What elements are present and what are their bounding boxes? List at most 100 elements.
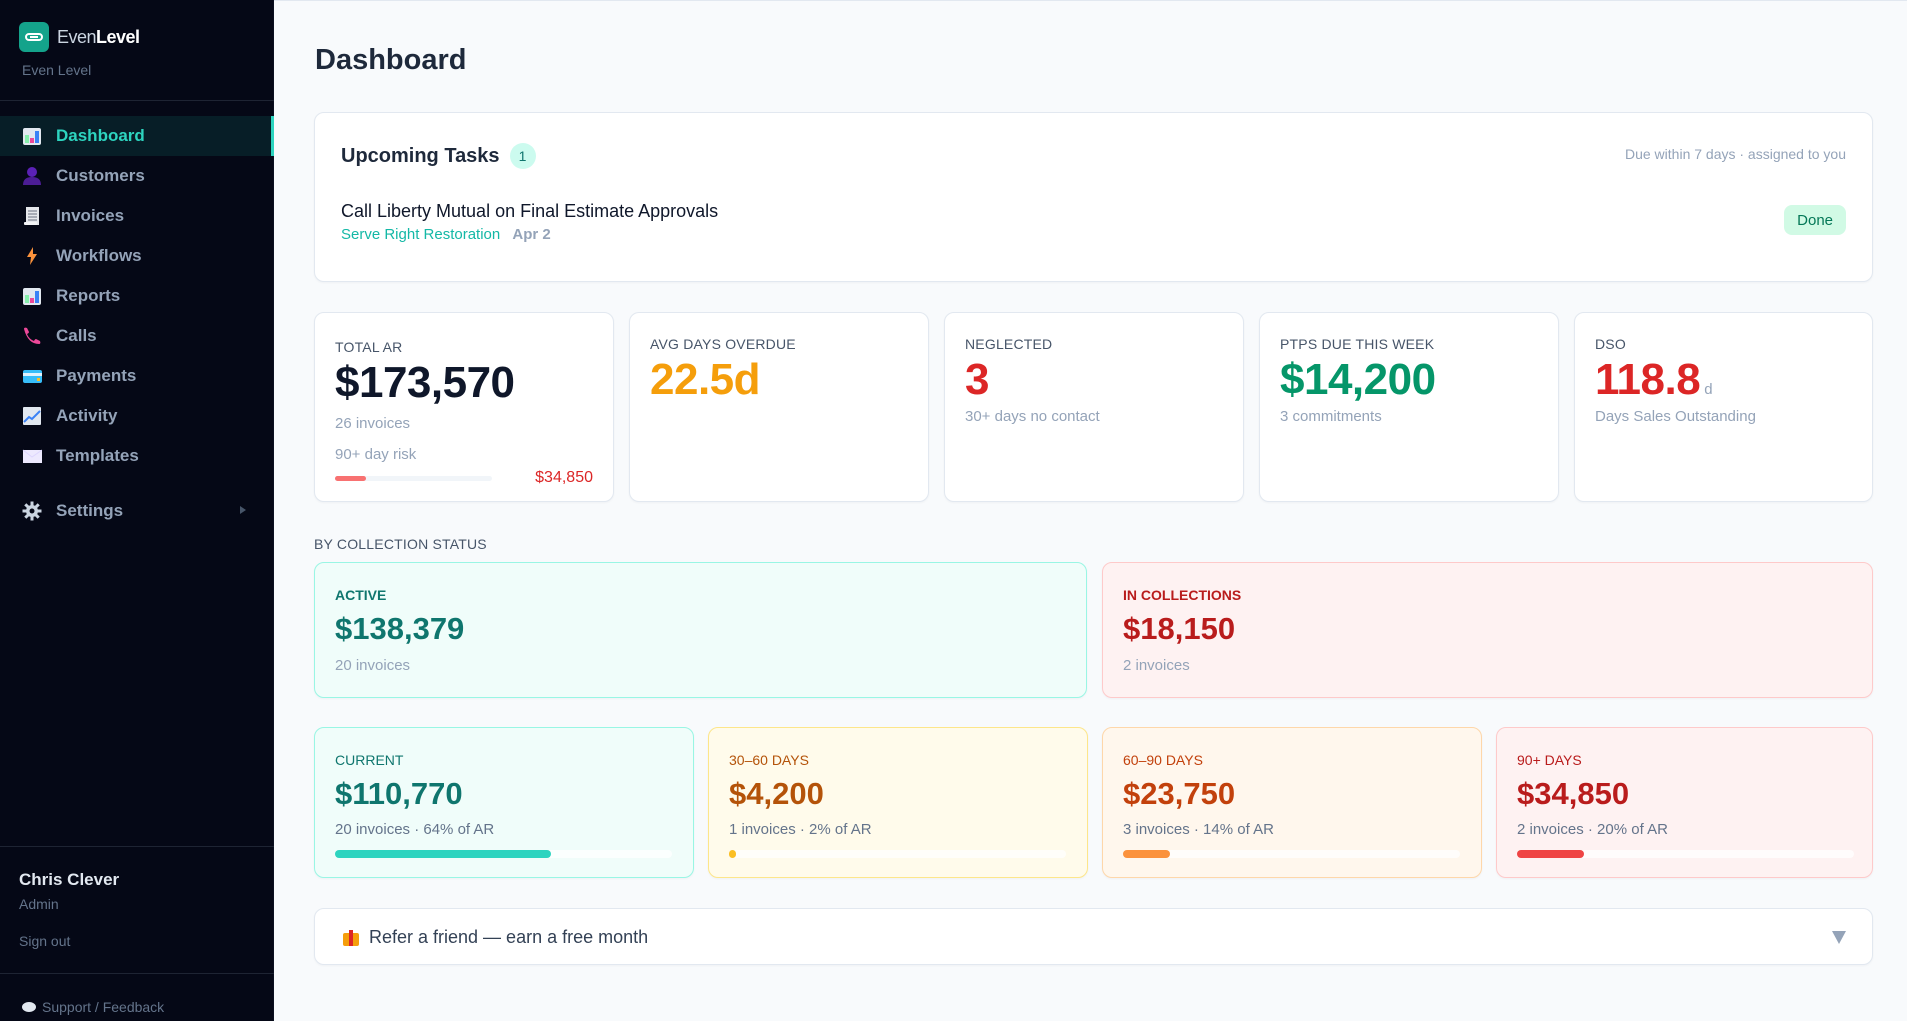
chevron-down-icon[interactable] <box>1832 931 1846 944</box>
lightning-icon <box>22 246 42 266</box>
gift-icon <box>343 929 359 946</box>
support-label: Support / Feedback <box>42 999 165 1015</box>
bar-chart-icon <box>22 286 42 306</box>
user-icon <box>22 166 42 186</box>
brand[interactable]: EvenLevel <box>19 22 140 52</box>
task-date: Apr 2 <box>512 226 551 243</box>
kpi-label: DSO <box>1595 336 1626 352</box>
nav-label: Dashboard <box>56 126 145 145</box>
trend-chart-icon <box>22 406 42 426</box>
aging-label: CURRENT <box>335 752 404 768</box>
status-label: IN COLLECTIONS <box>1123 587 1242 603</box>
nav-label: Reports <box>56 286 121 305</box>
refer-label: Refer a friend — earn a free month <box>369 927 649 947</box>
upcoming-tasks-card: Upcoming Tasks 1 Due within 7 days · ass… <box>314 112 1873 282</box>
dso-number: 118.8 <box>1595 355 1701 404</box>
user-name: Chris Clever <box>19 870 120 889</box>
kpi-value: 22.5d <box>650 355 761 404</box>
status-active-card[interactable]: ACTIVE $138,379 20 invoices <box>314 562 1087 698</box>
aging-label: 30–60 DAYS <box>729 752 809 768</box>
sidebar-item-activity[interactable]: Activity <box>0 396 274 436</box>
sidebar-item-calls[interactable]: Calls <box>0 316 274 356</box>
kpi-value: $14,200 <box>1280 355 1436 404</box>
user-info: Chris Clever Admin <box>19 870 119 912</box>
sidebar-item-workflows[interactable]: Workflows <box>0 236 274 276</box>
status-sub: 20 invoices <box>335 657 411 674</box>
refer-friend-banner[interactable]: Refer a friend — earn a free month <box>314 908 1873 965</box>
logo-icon <box>19 22 49 52</box>
kpi-value: $173,570 <box>335 358 515 407</box>
done-button[interactable]: Done <box>1784 205 1846 235</box>
kpi-label: TOTAL AR <box>335 339 403 355</box>
kpi-dso: DSO 118.8 d Days Sales Outstanding <box>1574 312 1873 502</box>
aging-label: 90+ DAYS <box>1517 752 1582 768</box>
kpi-label: PTPS DUE THIS WEEK <box>1280 336 1435 352</box>
chevron-right-icon <box>240 506 246 514</box>
aging-sub: 20 invoices · 64% of AR <box>335 821 495 838</box>
aging-label: 60–90 DAYS <box>1123 752 1203 768</box>
refer-text: Refer a friend — earn a free month <box>343 927 648 948</box>
task-subline: Serve Right Restoration Apr 2 <box>341 226 551 243</box>
kpi-total-ar: TOTAL AR $173,570 26 invoices 90+ day ri… <box>314 312 614 502</box>
org-name: Even Level <box>22 62 92 78</box>
credit-card-icon <box>22 366 42 386</box>
kpi-neglected: NEGLECTED 3 30+ days no contact <box>944 312 1244 502</box>
aging-sub: 2 invoices · 20% of AR <box>1517 821 1668 838</box>
user-role: Admin <box>19 896 59 912</box>
aging-progress-bar <box>335 850 672 858</box>
sign-out-link[interactable]: Sign out <box>19 933 71 949</box>
section-label: BY COLLECTION STATUS <box>314 536 487 552</box>
kpi-label: NEGLECTED <box>965 336 1053 352</box>
task-title[interactable]: Call Liberty Mutual on Final Estimate Ap… <box>341 201 719 221</box>
aging-value: $23,750 <box>1123 776 1236 811</box>
sidebar-item-payments[interactable]: Payments <box>0 356 274 396</box>
kpi-sub: 30+ days no contact <box>965 408 1100 425</box>
status-sub: 2 invoices <box>1123 657 1190 674</box>
aging-progress-fill <box>335 850 551 858</box>
aging-90-plus-card[interactable]: 90+ DAYS $34,850 2 invoices · 20% of AR <box>1496 727 1873 878</box>
aging-progress-bar <box>1123 850 1460 858</box>
kpi-value: 3 <box>965 355 989 404</box>
kpi-ptps-due: PTPS DUE THIS WEEK $14,200 3 commitments <box>1259 312 1559 502</box>
sidebar-item-settings[interactable]: Settings <box>0 491 274 531</box>
aging-sub: 1 invoices · 2% of AR <box>729 821 872 838</box>
risk-progress-fill <box>335 476 367 481</box>
risk-progress-bar <box>335 476 492 481</box>
phone-icon <box>22 326 42 346</box>
kpi-sub: 3 commitments <box>1280 408 1382 425</box>
receipt-icon <box>22 206 42 226</box>
aging-30-60-card[interactable]: 30–60 DAYS $4,200 1 invoices · 2% of AR <box>708 727 1088 878</box>
dso-suffix: d <box>1704 381 1713 398</box>
aging-progress-fill <box>1517 850 1585 858</box>
aging-progress-fill <box>1123 850 1171 858</box>
aging-current-card[interactable]: CURRENT $110,770 20 invoices · 64% of AR <box>314 727 694 878</box>
nav-label: Invoices <box>56 206 125 225</box>
nav-label: Templates <box>56 446 139 465</box>
envelope-icon <box>22 446 42 466</box>
tasks-heading: Upcoming Tasks <box>341 144 500 167</box>
aging-60-90-card[interactable]: 60–90 DAYS $23,750 3 invoices · 14% of A… <box>1102 727 1482 878</box>
kpi-avg-days-overdue: AVG DAYS OVERDUE 22.5d <box>629 312 929 502</box>
sidebar-item-reports[interactable]: Reports <box>0 276 274 316</box>
sidebar-item-templates[interactable]: Templates <box>0 436 274 476</box>
speech-bubble-icon <box>22 1002 36 1012</box>
support-feedback-link[interactable]: Support / Feedback <box>22 999 164 1015</box>
nav-label: Settings <box>56 501 124 520</box>
sidebar-item-dashboard[interactable]: Dashboard <box>0 116 274 156</box>
sidebar-item-customers[interactable]: Customers <box>0 156 274 196</box>
kpi-label: AVG DAYS OVERDUE <box>650 336 796 352</box>
status-in-collections-card[interactable]: IN COLLECTIONS $18,150 2 invoices <box>1102 562 1873 698</box>
sidebar-item-invoices[interactable]: Invoices <box>0 196 274 236</box>
brand-name: EvenLevel <box>57 26 140 47</box>
sidebar: EvenLevel Even Level Dashboard Customers… <box>0 0 274 1021</box>
kpi-value: 118.8 d <box>1595 355 1713 405</box>
nav-label: Customers <box>56 166 145 185</box>
status-label: ACTIVE <box>335 587 387 603</box>
tasks-meta: Due within 7 days · assigned to you <box>1624 146 1846 162</box>
tasks-title: Upcoming Tasks 1 <box>341 143 536 169</box>
task-customer-link[interactable]: Serve Right Restoration <box>341 226 501 243</box>
divider <box>0 100 274 101</box>
status-value: $138,379 <box>335 611 465 646</box>
aging-value: $110,770 <box>335 776 463 811</box>
aging-progress-fill <box>729 850 736 858</box>
